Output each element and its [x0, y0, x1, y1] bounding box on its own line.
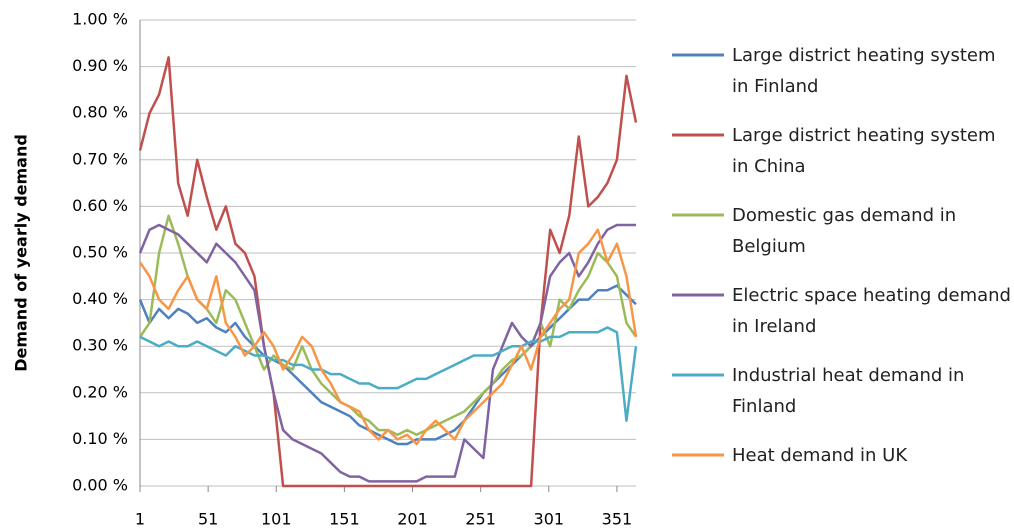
y-tick-label: 0.80 %	[72, 103, 128, 122]
legend-label: Electric space heating demand in Ireland	[732, 285, 1011, 337]
legend-label: Large district heating system in China	[732, 125, 996, 177]
y-tick-label: 1.00 %	[72, 10, 128, 29]
y-axis-label: Demand of yearly demand	[12, 134, 31, 372]
x-tick-label: 51	[198, 510, 218, 529]
legend-label: Heat demand in UK	[732, 445, 908, 466]
x-tick-label: 101	[261, 510, 292, 529]
y-tick-label: 0.20 %	[72, 382, 128, 401]
y-tick-label: 0.90 %	[72, 56, 128, 75]
legend-label: Large district heating system in Finland	[732, 45, 996, 97]
x-tick-label: 351	[602, 510, 633, 529]
y-tick-label: 0.70 %	[72, 149, 128, 168]
y-tick-label: 0.10 %	[72, 429, 128, 448]
x-tick-label: 301	[534, 510, 565, 529]
y-tick-label: 0.00 %	[72, 476, 128, 495]
y-tick-label: 0.30 %	[72, 336, 128, 355]
series-line	[138, 284, 637, 446]
y-tick-label: 0.60 %	[72, 196, 128, 215]
x-tick-label: 201	[397, 510, 428, 529]
legend-label: Domestic gas demand in Belgium	[732, 205, 957, 257]
x-tick-label: 151	[329, 510, 360, 529]
x-tick-label: 1	[135, 510, 145, 529]
series-line	[138, 56, 638, 488]
series-line	[138, 228, 638, 446]
legend-label: Industrial heat demand in Finland	[732, 365, 965, 417]
y-tick-label: 0.50 %	[72, 243, 128, 262]
series-line	[138, 223, 636, 483]
series-line	[139, 326, 638, 423]
y-tick-label: 0.40 %	[72, 289, 128, 308]
x-tick-label: 251	[465, 510, 496, 529]
